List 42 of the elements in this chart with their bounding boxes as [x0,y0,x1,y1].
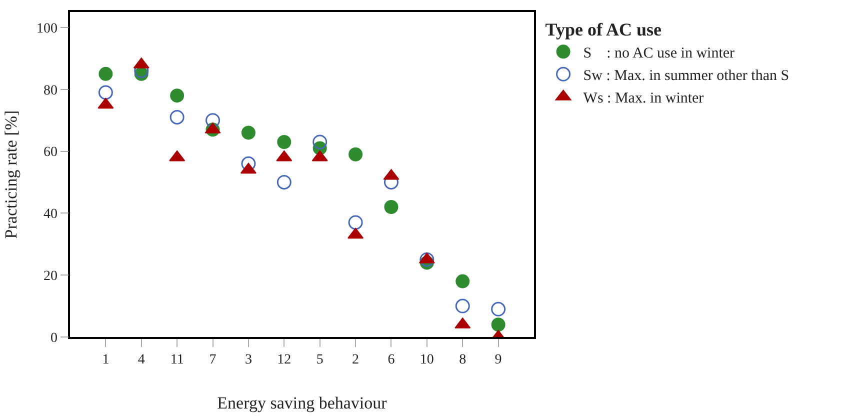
legend-label: Ws : Max. in winter [583,90,704,106]
point [491,302,506,316]
point [98,66,113,81]
point [491,318,506,332]
y-tick-label: 20 [43,269,58,284]
point [348,147,363,162]
x-tick-label: 4 [138,352,145,368]
y-tick-label: 80 [43,83,58,98]
x-tick-label: 12 [277,352,292,368]
point [277,135,292,149]
legend-title: Type of AC use [545,19,662,40]
y-tick-label: 40 [43,207,58,222]
x-tick-label: 1 [102,352,110,368]
y-tick-label: 100 [36,21,58,36]
point [241,126,256,140]
point [170,110,184,124]
x-tick-label: 5 [316,352,324,368]
y-tick-label: 0 [50,330,58,346]
x-tick-label: 2 [352,352,360,368]
x-tick-label: 10 [420,352,434,368]
point [241,156,256,171]
y-axis-title: Practicing rate [%] [2,110,20,239]
x-axis-title: Energy saving behaviour [217,393,388,412]
point [384,200,398,214]
x-tick-label: 3 [244,352,252,368]
x-tick-label: 11 [170,352,184,368]
point [98,85,113,100]
x-tick-label: 7 [209,352,216,368]
legend-label: S : no AC use in winter [583,46,735,62]
point [170,88,184,103]
x-tick-label: 8 [459,352,466,368]
point [456,274,470,288]
point [276,174,292,190]
point [420,252,434,267]
legend-label: Sw : Max. in summer other than S [583,68,790,84]
point [312,134,328,150]
x-tick-label: 9 [494,352,502,368]
x-tick-label: 6 [388,352,395,368]
point [455,298,470,314]
y-tick-label: 60 [43,145,58,160]
point [348,215,363,230]
point [206,113,220,128]
